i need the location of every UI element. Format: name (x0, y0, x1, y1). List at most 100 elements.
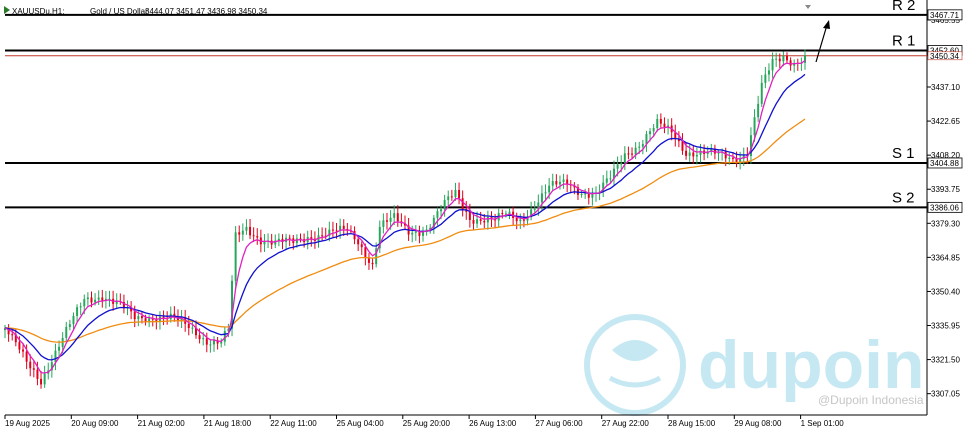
candle-bear[interactable] (522, 219, 525, 221)
candle-bear[interactable] (335, 230, 338, 232)
candle-bear[interactable] (357, 239, 360, 245)
candle-bull[interactable] (422, 231, 425, 236)
candle-bear[interactable] (490, 217, 493, 219)
candle-bull[interactable] (558, 181, 561, 185)
candle-bull[interactable] (414, 231, 417, 233)
candle-bull[interactable] (544, 192, 547, 194)
candle-bear[interactable] (659, 118, 662, 124)
candle-bull[interactable] (263, 241, 266, 245)
candle-bull[interactable] (757, 103, 760, 118)
candle-bear[interactable] (155, 319, 158, 322)
candle-bull[interactable] (728, 157, 731, 159)
candle-bull[interactable] (4, 327, 6, 331)
candle-bear[interactable] (7, 327, 10, 335)
candle-bull[interactable] (202, 338, 205, 340)
candle-bear[interactable] (681, 141, 684, 151)
candle-bull[interactable] (656, 118, 659, 129)
candle-bear[interactable] (90, 297, 93, 303)
candle-bull[interactable] (620, 162, 623, 165)
candle-bear[interactable] (256, 236, 259, 238)
candle-bear[interactable] (573, 185, 576, 188)
candle-bull[interactable] (739, 158, 742, 164)
candle-bull[interactable] (562, 179, 565, 182)
candle-bear[interactable] (724, 151, 727, 159)
candle-bull[interactable] (148, 318, 151, 323)
candle-bull[interactable] (231, 280, 234, 329)
candle-bull[interactable] (688, 152, 691, 156)
candle-bull[interactable] (530, 209, 533, 218)
candle-bear[interactable] (162, 316, 165, 318)
candle-bear[interactable] (252, 235, 255, 237)
candle-bull[interactable] (83, 299, 86, 307)
candle-bull[interactable] (649, 131, 652, 135)
candle-bull[interactable] (54, 350, 57, 363)
candle-bull[interactable] (548, 185, 551, 193)
candle-bear[interactable] (133, 311, 136, 320)
candle-bear[interactable] (18, 342, 21, 350)
candle-bear[interactable] (501, 213, 504, 215)
candle-bull[interactable] (454, 189, 457, 197)
candle-bull[interactable] (613, 168, 615, 179)
candle-bear[interactable] (385, 220, 388, 222)
candle-bull[interactable] (50, 362, 53, 371)
candle-bull[interactable] (602, 182, 605, 192)
candle-bull[interactable] (504, 213, 507, 215)
candle-bear[interactable] (566, 179, 569, 185)
candle-bear[interactable] (101, 297, 104, 301)
candle-bear[interactable] (713, 148, 716, 154)
candle-bear[interactable] (14, 334, 17, 343)
candle-bear[interactable] (195, 327, 197, 336)
candle-bull[interactable] (486, 217, 489, 223)
candle-bear[interactable] (36, 369, 39, 379)
candle-bear[interactable] (249, 226, 252, 236)
candle-bull[interactable] (645, 134, 648, 144)
candle-bear[interactable] (331, 229, 334, 231)
candle-bear[interactable] (515, 217, 518, 222)
candle-bull[interactable] (115, 301, 118, 304)
candle-bear[interactable] (692, 152, 695, 157)
candle-bull[interactable] (710, 148, 713, 152)
candle-bear[interactable] (404, 223, 406, 226)
candle-bear[interactable] (144, 318, 147, 323)
candle-bull[interactable] (652, 128, 655, 132)
candle-bear[interactable] (627, 153, 630, 155)
candle-bull[interactable] (223, 331, 226, 342)
candle-bull[interactable] (382, 220, 385, 227)
candle-bear[interactable] (483, 220, 486, 223)
candle-bear[interactable] (735, 157, 738, 164)
candle-bull[interactable] (667, 125, 670, 128)
candle-bull[interactable] (378, 226, 381, 249)
candle-bear[interactable] (789, 60, 792, 66)
candle-bear[interactable] (663, 123, 666, 128)
candle-bear[interactable] (731, 157, 734, 159)
candle-bull[interactable] (375, 248, 378, 265)
candle-bull[interactable] (533, 208, 536, 210)
candle-bull[interactable] (767, 70, 770, 75)
candle-bear[interactable] (450, 196, 453, 198)
candle-bull[interactable] (94, 299, 97, 303)
candle-bull[interactable] (443, 200, 446, 210)
candle-bear[interactable] (40, 378, 43, 385)
candle-bull[interactable] (436, 211, 439, 218)
candle-bull[interactable] (519, 219, 522, 222)
candle-bull[interactable] (638, 146, 641, 148)
candle-bull[interactable] (508, 211, 511, 214)
candle-bull[interactable] (634, 147, 637, 155)
candle-bear[interactable] (29, 361, 32, 369)
candle-bull[interactable] (695, 154, 698, 157)
candle-bull[interactable] (43, 373, 46, 385)
candle-bull[interactable] (58, 346, 61, 351)
candle-bull[interactable] (411, 232, 414, 235)
candle-bear[interactable] (11, 334, 14, 336)
candle-bull[interactable] (591, 193, 594, 198)
candle-bear[interactable] (187, 323, 190, 329)
candle-bear[interactable] (371, 262, 374, 265)
candle-bull[interactable] (245, 226, 248, 231)
candle-bear[interactable] (674, 132, 677, 140)
candle-bull[interactable] (440, 209, 443, 212)
candle-bear[interactable] (458, 189, 461, 199)
candle-bull[interactable] (775, 58, 778, 60)
candle-bear[interactable] (778, 58, 781, 62)
candle-bear[interactable] (198, 335, 201, 340)
